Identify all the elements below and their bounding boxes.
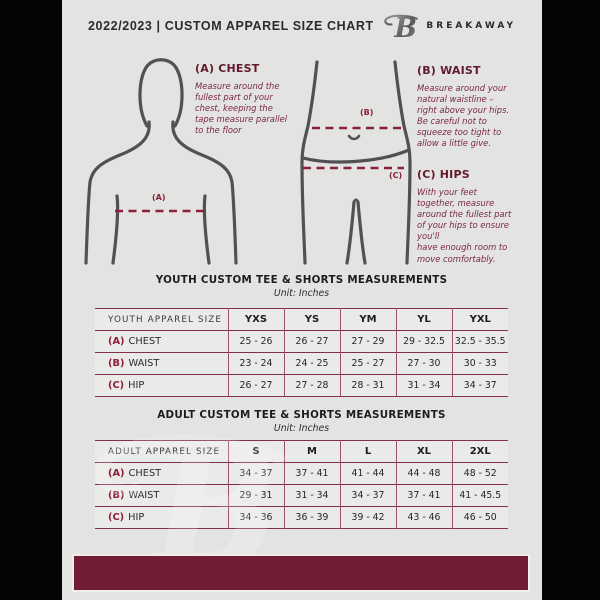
hips-guide-body: With your feet together, measure around … [417,187,512,264]
page-title: 2022/2023 | CUSTOM APPAREL SIZE CHART [88,19,374,33]
size-col-header: M [283,440,340,463]
cell: 25 - 27 [339,352,396,375]
cell: 39 - 42 [339,506,396,529]
figure-label-hips: (C) [389,171,403,180]
adult-size-table: ADULT APPAREL SIZE S M L XL 2XL (A) CHEST… [95,440,508,529]
row-letter: (B) [108,358,125,369]
row-letter: (B) [108,490,125,501]
cell: 37 - 41 [395,484,452,507]
row-name: WAIST [128,490,160,501]
cell: 41 - 45.5 [451,484,508,507]
cell: 23 - 24 [227,352,284,375]
cell: 37 - 41 [283,462,340,485]
brand-name: BREAKAWAY [426,21,516,31]
cell: 25 - 26 [227,330,284,353]
size-col-header: YM [339,308,396,331]
adult-table-title: ADULT CUSTOM TEE & SHORTS MEASUREMENTS [157,409,446,421]
chest-guide: (A) CHEST Measure around the fullest par… [195,62,301,136]
cell: 46 - 50 [451,506,508,529]
table-header-row: YOUTH APPAREL SIZE YXS YS YM YL YXL [95,308,508,331]
measurement-figures-diagram [84,58,412,265]
figure-label-chest: (A) [152,193,166,202]
figure-label-waist: (B) [360,108,374,117]
cell: 29 - 32.5 [395,330,452,353]
row-letter: (C) [108,380,125,391]
cell: 34 - 36 [227,506,284,529]
waist-guide: (B) WAIST Measure around your natural wa… [417,64,537,150]
chest-guide-body: Measure around the fullest part of your … [195,81,288,136]
size-col-header: L [339,440,396,463]
adult-table-unit: Unit: Inches [273,423,330,434]
row-letter: (C) [108,512,125,523]
cell: 28 - 31 [339,374,396,397]
adult-apparel-size-label: ADULT APPAREL SIZE [108,446,221,457]
cell: 31 - 34 [283,484,340,507]
cell: 29 - 31 [227,484,284,507]
size-col-header: YXL [451,308,508,331]
cell: 43 - 46 [395,506,452,529]
size-col-header: 2XL [451,440,508,463]
youth-section-title: YOUTH CUSTOM TEE & SHORTS MEASUREMENTS U… [95,274,508,299]
cell: 27 - 30 [395,352,452,375]
cell: 36 - 39 [283,506,340,529]
cell: 30 - 33 [451,352,508,375]
hips-guide-heading: (C) HIPS [417,168,470,181]
cell: 34 - 37 [227,462,284,485]
size-col-header: S [227,440,284,463]
row-name: HIP [128,512,145,523]
cell: 32.5 - 35.5 [451,330,508,353]
cell: 48 - 52 [451,462,508,485]
cell: 41 - 44 [339,462,396,485]
size-chart-page: 2022/2023 | CUSTOM APPAREL SIZE CHART B … [62,0,542,600]
youth-size-table: YOUTH APPAREL SIZE YXS YS YM YL YXL (A) C… [95,308,508,397]
adult-section-title: ADULT CUSTOM TEE & SHORTS MEASUREMENTS U… [95,409,508,434]
cell: 31 - 34 [395,374,452,397]
size-col-header: YL [395,308,452,331]
youth-table-title: YOUTH CUSTOM TEE & SHORTS MEASUREMENTS [155,274,448,286]
size-col-header: YS [283,308,340,331]
brand-block: B BREAKAWAY [381,11,516,42]
table-row: (B) WAIST 23 - 24 24 - 25 25 - 27 27 - 30… [95,352,508,375]
hips-guide: (C) HIPS With your feet together, measur… [417,168,537,265]
table-row: (C) HIP 34 - 36 36 - 39 39 - 42 43 - 46 4… [95,506,508,529]
row-letter: (A) [108,468,125,479]
header: 2022/2023 | CUSTOM APPAREL SIZE CHART B … [62,0,542,52]
youth-table-unit: Unit: Inches [273,288,330,299]
row-letter: (A) [108,336,125,347]
youth-apparel-size-label: YOUTH APPAREL SIZE [108,314,223,325]
table-row: (A) CHEST 34 - 37 37 - 41 41 - 44 44 - 48… [95,462,508,485]
row-name: CHEST [128,336,162,347]
size-col-header: XL [395,440,452,463]
footer-accent-bar [72,554,530,592]
table-header-row: ADULT APPAREL SIZE S M L XL 2XL [95,440,508,463]
cell: 26 - 27 [283,330,340,353]
size-col-header: YXS [227,308,284,331]
row-name: WAIST [128,358,160,369]
cell: 26 - 27 [227,374,284,397]
cell: 34 - 37 [451,374,508,397]
cell: 44 - 48 [395,462,452,485]
cell: 27 - 28 [283,374,340,397]
cell: 24 - 25 [283,352,340,375]
row-name: CHEST [128,468,162,479]
cell: 34 - 37 [339,484,396,507]
table-row: (C) HIP 26 - 27 27 - 28 28 - 31 31 - 34 3… [95,374,508,397]
svg-text:B: B [394,13,418,42]
breakaway-logo-icon: B [384,13,419,42]
cell: 27 - 29 [339,330,396,353]
table-row: (B) WAIST 29 - 31 31 - 34 34 - 37 37 - 41… [95,484,508,507]
waist-guide-body: Measure around your natural waistline – … [417,83,510,149]
chest-guide-heading: (A) CHEST [195,62,260,75]
table-row: (A) CHEST 25 - 26 26 - 27 27 - 29 29 - 32… [95,330,508,353]
row-name: HIP [128,380,145,391]
waist-guide-heading: (B) WAIST [417,64,481,77]
